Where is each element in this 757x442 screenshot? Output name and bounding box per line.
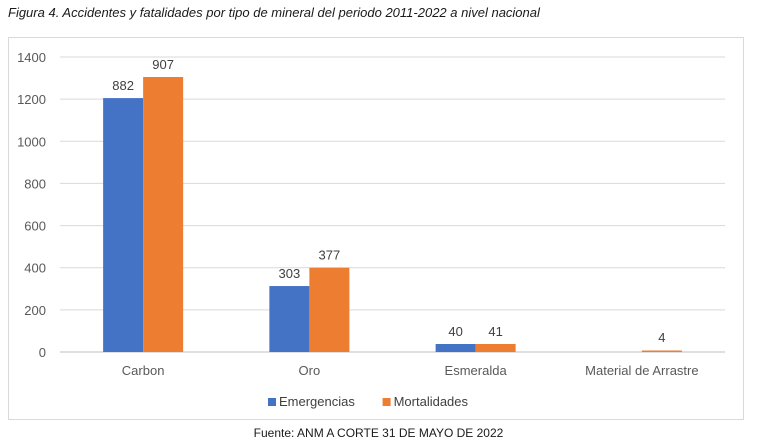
bar-mortalidades [475, 343, 516, 352]
x-tick-label: Material de Arrastre [585, 363, 698, 378]
legend: Emergencias Mortalidades [268, 394, 469, 409]
y-tick-label: 1000 [17, 134, 46, 149]
figure-caption: Figura 4. Accidentes y fatalidades por t… [8, 5, 540, 20]
legend-label-emergencias: Emergencias [279, 394, 355, 409]
y-tick-label: 400 [24, 261, 46, 276]
data-label: 303 [279, 266, 301, 281]
bar-mortalidades [641, 350, 682, 352]
chart-frame [8, 37, 744, 420]
bar-mortalidades [309, 267, 350, 352]
bar-emergencias [103, 98, 144, 352]
y-tick-label: 1200 [17, 92, 46, 107]
x-tick-label: Esmeralda [445, 363, 508, 378]
y-tick-label: 1400 [17, 50, 46, 65]
data-label: 907 [152, 57, 174, 72]
data-label: 377 [319, 248, 341, 263]
y-axis: 0 200 400 600 800 1000 1200 1400 [17, 50, 46, 360]
source-note: Fuente: ANM A CORTE 31 DE MAYO DE 2022 [253, 426, 504, 440]
bar-emergencias [435, 343, 476, 352]
data-label: 882 [112, 78, 134, 93]
y-tick-label: 200 [24, 303, 46, 318]
y-tick-label: 0 [39, 345, 46, 360]
data-label: 41 [488, 324, 502, 339]
x-tick-label: Carbon [122, 363, 165, 378]
legend-swatch-emergencias [268, 398, 276, 406]
data-label: 4 [658, 330, 665, 345]
legend-swatch-mortalidades [382, 398, 391, 406]
bar-emergencias [269, 286, 310, 352]
data-label: 40 [448, 324, 462, 339]
data-labels: 882 907 303 377 40 41 4 [112, 57, 665, 345]
y-tick-label: 800 [24, 176, 46, 191]
bar-mortalidades [143, 77, 184, 353]
x-axis: Carbon Oro Esmeralda Material de Arrastre [122, 363, 699, 378]
legend-label-mortalidades: Mortalidades [394, 394, 469, 409]
x-tick-label: Oro [299, 363, 321, 378]
bars [103, 77, 682, 353]
y-tick-label: 600 [24, 219, 46, 234]
